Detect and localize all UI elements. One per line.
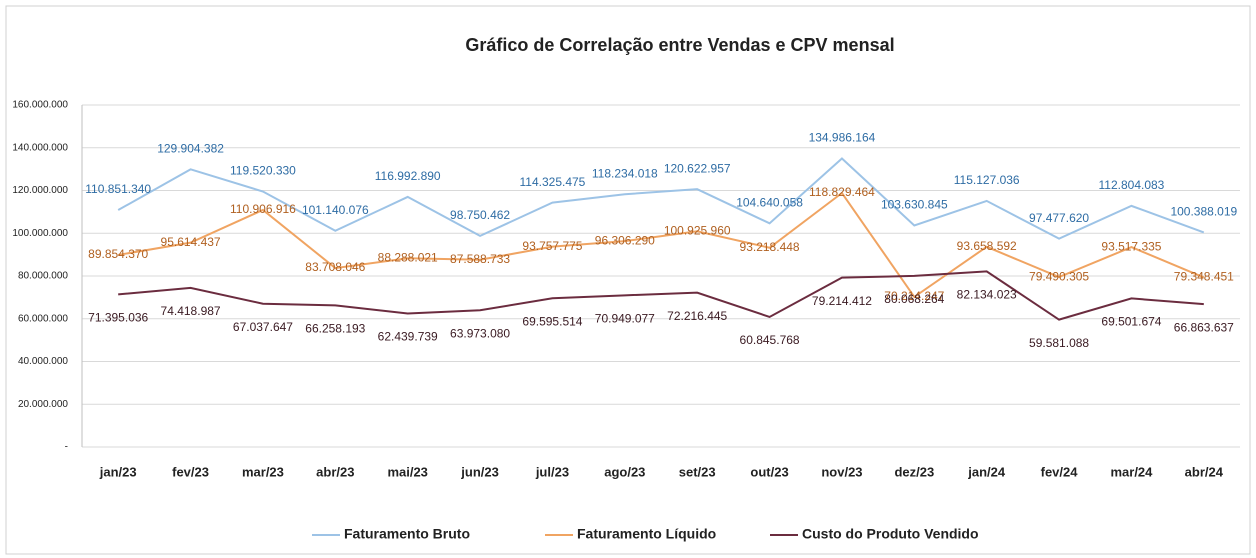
y-tick-label: 20.000.000 bbox=[18, 399, 68, 410]
data-label: 97.477.620 bbox=[1029, 211, 1089, 225]
data-label: 79.348.451 bbox=[1174, 270, 1234, 284]
data-label: 83.708.046 bbox=[305, 260, 365, 274]
data-label: 119.520.330 bbox=[230, 164, 296, 178]
x-tick-label: jan/24 bbox=[967, 464, 1006, 479]
x-tick-label: nov/23 bbox=[821, 464, 862, 479]
x-tick-label: ago/23 bbox=[604, 464, 645, 479]
y-tick-label: 140.000.000 bbox=[12, 142, 68, 153]
y-tick-label: 40.000.000 bbox=[18, 356, 68, 367]
y-tick-label: 80.000.000 bbox=[18, 271, 68, 282]
data-label: 101.140.076 bbox=[302, 203, 369, 217]
x-tick-label: out/23 bbox=[750, 464, 788, 479]
x-tick-label: fev/23 bbox=[172, 464, 209, 479]
series-line bbox=[118, 270, 1204, 321]
data-label: 129.904.382 bbox=[157, 142, 224, 156]
data-label: 63.973.080 bbox=[450, 326, 510, 340]
data-label: 104.640.058 bbox=[736, 196, 803, 210]
data-label: 87.588.733 bbox=[450, 252, 510, 266]
data-label: 110.906.916 bbox=[230, 202, 296, 216]
data-label: 69.501.674 bbox=[1101, 315, 1161, 329]
series-line bbox=[117, 157, 1205, 240]
series-line bbox=[118, 191, 1205, 299]
data-label: 118.234.018 bbox=[592, 166, 658, 180]
y-tick-label: 160.000.000 bbox=[12, 100, 68, 111]
y-tick-label: - bbox=[65, 442, 68, 453]
data-label: 93.517.335 bbox=[1101, 239, 1161, 253]
data-label: 82.134.023 bbox=[957, 288, 1017, 302]
data-label: 98.750.462 bbox=[450, 208, 510, 222]
data-label: 115.127.036 bbox=[954, 173, 1020, 187]
data-label: 88.288.021 bbox=[378, 250, 438, 264]
x-tick-label: mar/24 bbox=[1110, 464, 1153, 479]
data-label: 67.037.647 bbox=[233, 320, 293, 334]
data-label: 70.214.247 bbox=[884, 289, 944, 303]
data-label: 95.614.437 bbox=[161, 235, 221, 249]
data-label: 79.214.412 bbox=[812, 294, 872, 308]
x-tick-label: dez/23 bbox=[894, 464, 934, 479]
data-label: 66.863.637 bbox=[1174, 320, 1234, 334]
data-label: 80.068.264 bbox=[884, 292, 944, 306]
data-label: 69.595.514 bbox=[522, 314, 582, 328]
x-tick-label: abr/24 bbox=[1185, 464, 1224, 479]
data-label: 103.630.845 bbox=[881, 198, 948, 212]
data-label: 116.992.890 bbox=[375, 169, 441, 183]
data-label: 118.829.464 bbox=[809, 185, 875, 199]
y-tick-label: 120.000.000 bbox=[12, 185, 68, 196]
data-label: 89.854.370 bbox=[88, 247, 148, 261]
data-label: 96.306.290 bbox=[595, 233, 655, 247]
data-label: 59.581.088 bbox=[1029, 336, 1089, 350]
data-label: 110.851.340 bbox=[85, 182, 151, 196]
x-tick-label: jan/23 bbox=[99, 464, 137, 479]
x-tick-label: fev/24 bbox=[1041, 464, 1079, 479]
x-tick-label: mai/23 bbox=[387, 464, 427, 479]
data-label: 79.490.305 bbox=[1029, 269, 1089, 283]
data-label: 62.439.739 bbox=[378, 330, 438, 344]
data-label: 93.218.448 bbox=[740, 240, 800, 254]
data-label: 66.258.193 bbox=[305, 322, 365, 336]
y-tick-label: 60.000.000 bbox=[18, 313, 68, 324]
data-label: 93.658.592 bbox=[957, 239, 1017, 253]
data-label: 74.418.987 bbox=[161, 304, 221, 318]
y-tick-label: 100.000.000 bbox=[12, 228, 68, 239]
legend-label: Custo do Produto Vendido bbox=[802, 526, 979, 542]
data-label: 100.388.019 bbox=[1170, 205, 1237, 219]
x-tick-label: set/23 bbox=[679, 464, 716, 479]
legend-label: Faturamento Líquido bbox=[577, 526, 716, 542]
x-tick-label: jun/23 bbox=[460, 464, 499, 479]
data-label: 134.986.164 bbox=[809, 131, 876, 145]
chart-title: Gráfico de Correlação entre Vendas e CPV… bbox=[465, 35, 894, 55]
data-label: 60.845.768 bbox=[740, 333, 800, 347]
x-tick-label: jul/23 bbox=[535, 464, 569, 479]
data-label: 71.395.036 bbox=[88, 311, 148, 325]
data-label: 100.925.960 bbox=[664, 223, 731, 237]
x-tick-label: abr/23 bbox=[316, 464, 354, 479]
data-label: 120.622.957 bbox=[664, 161, 731, 175]
data-label: 72.216.445 bbox=[667, 309, 727, 323]
chart-border bbox=[5, 5, 1251, 555]
data-label: 93.757.775 bbox=[522, 239, 582, 253]
legend-label: Faturamento Bruto bbox=[344, 526, 470, 542]
x-tick-label: mar/23 bbox=[242, 464, 284, 479]
data-label: 112.804.083 bbox=[1099, 178, 1165, 192]
data-label: 114.325.475 bbox=[520, 175, 586, 189]
data-label: 70.949.077 bbox=[595, 312, 655, 326]
